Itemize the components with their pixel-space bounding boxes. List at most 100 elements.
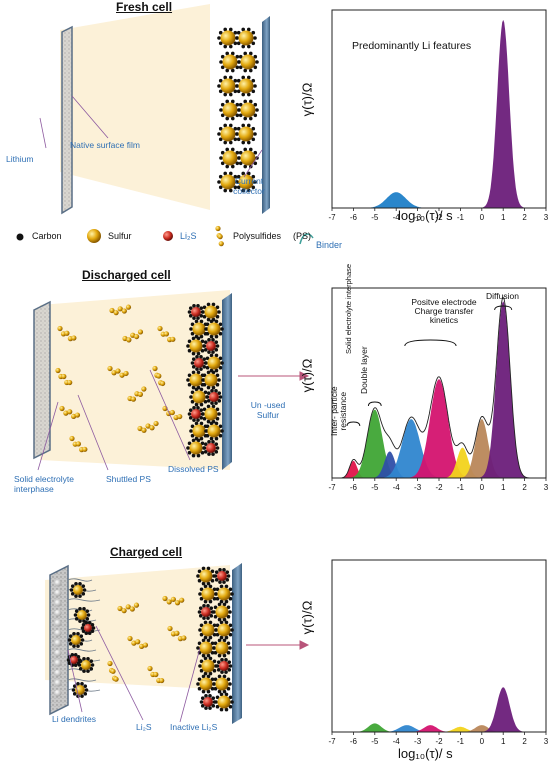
carbon-particle — [251, 185, 256, 190]
carbon-particle — [194, 421, 199, 426]
carbon-particle — [233, 89, 238, 94]
carbon-particle — [243, 116, 248, 121]
li2s-particle — [202, 440, 220, 456]
carbon-particle — [195, 367, 199, 371]
carbon-particle — [205, 356, 210, 361]
li2s-particle — [213, 568, 231, 584]
sulfur-particle — [212, 602, 232, 622]
binder-legend-icon — [299, 233, 314, 245]
carbon-particle — [205, 331, 210, 336]
carbon-particle — [199, 319, 204, 324]
carbon-particle — [208, 694, 212, 698]
li2s-legend-label: Li₂S — [180, 231, 197, 241]
plot-area — [332, 296, 546, 479]
carbon-particle — [76, 661, 81, 666]
carbon-particle — [86, 669, 90, 673]
carbon-particle — [236, 41, 241, 46]
carbon-particle — [218, 185, 223, 190]
carbon-particle — [186, 344, 190, 348]
x-tick-label: -4 — [393, 213, 401, 222]
carbon-particle — [225, 51, 230, 56]
x-tick-label: 2 — [522, 213, 527, 222]
carbon-particle — [224, 658, 228, 662]
carbon-particle — [78, 582, 82, 586]
carbon-particle — [192, 304, 196, 308]
carbon-particle — [87, 620, 92, 625]
carbon-particle — [237, 156, 241, 160]
carbon-particle — [235, 150, 240, 155]
carbon-particle — [238, 54, 243, 59]
inter-particle-line2: resistance — [338, 391, 348, 431]
carbon-particle — [223, 75, 228, 80]
li-dendrites — [54, 578, 101, 698]
carbon-particle — [194, 319, 199, 324]
carbon-particle — [79, 642, 84, 646]
carbon-particle — [202, 305, 207, 310]
carbon-particle — [192, 418, 196, 422]
carbon-particle — [222, 617, 227, 622]
carbon-particle — [76, 654, 81, 659]
carbon-particle — [199, 306, 204, 310]
sulfur-particle — [237, 147, 259, 169]
carbon-particle — [246, 27, 251, 32]
sulfur-particle — [219, 51, 241, 73]
electrolyte-region — [45, 565, 230, 690]
inter-particle-annotation: Inter- particle resistance — [329, 386, 348, 436]
carbon-particle — [74, 617, 79, 621]
diffusion-annotation: Diffusion — [486, 291, 519, 301]
carbon-particle — [241, 75, 246, 80]
carbon-particle — [206, 653, 211, 658]
carbon-particle — [202, 314, 207, 319]
polysulfide-chain — [162, 595, 185, 606]
carbon-particle — [212, 668, 217, 673]
fresh-cell-title: Fresh cell — [116, 0, 173, 14]
carbon-particle — [253, 161, 258, 166]
sulfur-particle — [235, 75, 257, 97]
carbon-particle — [197, 677, 202, 682]
carbon-particle — [220, 670, 224, 674]
sulfur-particle — [196, 674, 216, 694]
carbon-particle — [213, 574, 218, 578]
carbon-particle — [201, 566, 206, 571]
carbon-particle — [206, 674, 211, 679]
carbon-particle — [78, 607, 82, 611]
carbon-particle — [214, 442, 219, 446]
sulfur-particle — [217, 27, 239, 49]
x-tick-label: -1 — [457, 737, 465, 746]
carbon-particle — [223, 92, 228, 97]
polysulfide-chain — [107, 365, 129, 378]
carbon-particle — [228, 171, 233, 176]
carbon-particle — [212, 610, 216, 614]
carbon-particle — [206, 404, 211, 409]
carbon-particle — [241, 123, 246, 128]
carbon-particle — [214, 592, 218, 596]
sulfur-particle — [189, 319, 209, 339]
discharged-cell-title: Discharged cell — [82, 268, 171, 282]
carbon-particle — [228, 140, 233, 145]
carbon-particle — [83, 692, 88, 696]
carbon-particle — [248, 99, 253, 104]
li2s-legend-icon — [163, 231, 173, 241]
carbon-particle — [197, 610, 202, 614]
carbon-particle — [219, 584, 224, 589]
carbon-particle — [211, 370, 216, 375]
discharged-cell — [33, 290, 232, 470]
sulfur-particle — [217, 75, 239, 97]
chart2-ylabel: γ(τ)/Ω — [299, 358, 315, 393]
chart1-xlabel: log₁₀(τ)/ s — [398, 208, 453, 223]
carbon-particle — [246, 171, 251, 176]
carbon-particle — [199, 587, 204, 592]
carbon-particle — [235, 180, 239, 184]
carbon-particle — [233, 126, 238, 131]
sulfur-particle — [198, 620, 218, 640]
carbon-particle — [211, 338, 215, 342]
carbon-particle — [228, 695, 233, 700]
carbon-particle — [248, 116, 253, 121]
carbon-particle — [220, 54, 225, 59]
carbon-particle — [204, 327, 208, 331]
sulfur-particle — [212, 674, 232, 694]
carbon-particle — [224, 692, 229, 697]
carbon-particle — [228, 75, 233, 80]
carbon-particle — [246, 123, 251, 128]
polysulfide-chain — [127, 386, 147, 402]
